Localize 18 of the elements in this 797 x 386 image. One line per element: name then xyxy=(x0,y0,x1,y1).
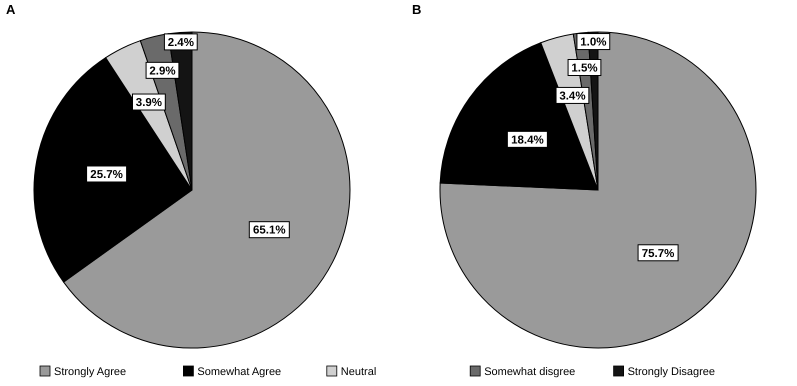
data-label: 18.4% xyxy=(511,134,544,146)
data-label: 3.9% xyxy=(136,97,162,110)
legend-label: Strongly Agree xyxy=(54,366,126,378)
chart-title: A xyxy=(6,2,16,17)
chart-title: B xyxy=(412,2,422,17)
data-label: 2.9% xyxy=(149,65,176,78)
data-label: 25.7% xyxy=(90,168,123,181)
legend-label: Strongly Disagree xyxy=(628,366,716,378)
data-label: 2.4% xyxy=(168,36,194,49)
data-label: 1.5% xyxy=(571,62,598,75)
data-label: 3.4% xyxy=(559,90,586,102)
pie-slice xyxy=(440,32,756,348)
data-label: 75.7% xyxy=(642,248,674,260)
data-label: 65.1% xyxy=(253,224,286,237)
legend-label: Somewhat Agree xyxy=(197,366,282,378)
legend-label: Neutral xyxy=(340,366,376,378)
data-label: 1.0% xyxy=(580,36,606,49)
legend-label: Somewhat disgree xyxy=(484,366,576,378)
